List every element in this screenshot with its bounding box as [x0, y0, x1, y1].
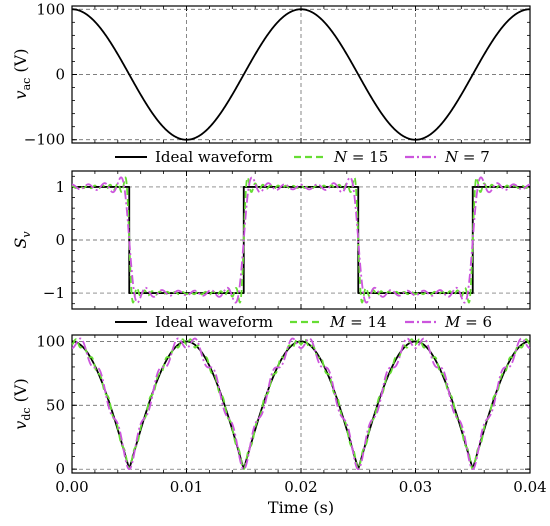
y-tick-label: −1 — [43, 284, 65, 302]
legend-middle-m14: M = 14 — [290, 313, 387, 331]
panel-sv: −1 0 1 Sv — [11, 170, 531, 310]
panel-vdc-yticks: 0 50 100 — [36, 332, 65, 478]
x-axis-label: Time (s) — [268, 498, 334, 517]
legend-top: Ideal waveform N = 15 N = 7 — [115, 148, 490, 166]
legend-middle-ideal-label: Ideal waveform — [155, 313, 273, 331]
x-tick-labels: 0.00 0.01 0.02 0.03 0.04 — [55, 478, 546, 496]
panel-vdc-frame — [71, 334, 531, 474]
y-tick-label: −100 — [24, 131, 65, 149]
panel-vac-yticks: −100 0 100 — [24, 0, 65, 148]
y-tick-label: 100 — [36, 332, 65, 350]
y-tick-label: 100 — [36, 0, 65, 18]
legend-top-ideal-label: Ideal waveform — [155, 148, 273, 166]
legend-middle-m14-label: M = 14 — [329, 313, 387, 331]
y-tick-label: 0 — [55, 460, 65, 478]
x-tick-label: 0.01 — [170, 478, 203, 496]
panel-vac-ylabel: vac (V) — [11, 49, 33, 100]
panel-vdc-grid — [71, 335, 531, 473]
panel-sv-ylabel: Sv — [11, 231, 33, 249]
legend-top-n7-label: N = 7 — [444, 148, 490, 166]
legend-top-ideal: Ideal waveform — [115, 148, 273, 166]
panel-vdc-ylabel: vdc (V) — [11, 378, 33, 429]
y-tick-label: 0 — [55, 231, 65, 249]
panel-sv-series — [71, 176, 531, 304]
x-tick-label: 0.04 — [513, 478, 546, 496]
y-tick-label: 0 — [55, 66, 65, 84]
panel-sv-yticks: −1 0 1 — [43, 178, 65, 302]
legend-top-n7: N = 7 — [405, 148, 490, 166]
series-line-vdc-1 — [71, 338, 531, 470]
series-line-vac-0 — [71, 8, 531, 141]
legend-middle: Ideal waveform M = 14 M = 6 — [115, 313, 492, 331]
x-tick-label: 0.03 — [399, 478, 432, 496]
legend-top-n15-label: N = 15 — [333, 148, 388, 166]
panel-sv-grid — [71, 171, 531, 309]
series-line-vdc-2 — [71, 337, 531, 471]
legend-middle-m6-label: M = 6 — [444, 313, 492, 331]
x-tick-label: 0.00 — [55, 478, 88, 496]
legend-middle-ideal: Ideal waveform — [115, 313, 273, 331]
series-line-sv-1 — [71, 176, 531, 304]
legend-top-n15: N = 15 — [294, 148, 388, 166]
series-line-sv-2 — [71, 176, 531, 304]
panel-vac-grid — [71, 6, 531, 143]
panel-vac: −100 0 100 vac (V) — [11, 0, 531, 149]
panel-vdc: 0 50 100 vdc (V) — [11, 332, 531, 478]
panel-vac-series — [71, 8, 531, 141]
panel-vdc-series — [71, 337, 531, 471]
x-tick-label: 0.02 — [284, 478, 317, 496]
panel-sv-frame — [71, 170, 531, 310]
panel-vac-frame — [71, 5, 531, 144]
y-tick-label: 1 — [55, 178, 65, 196]
y-tick-label: 50 — [46, 396, 65, 414]
legend-middle-m6: M = 6 — [405, 313, 492, 331]
